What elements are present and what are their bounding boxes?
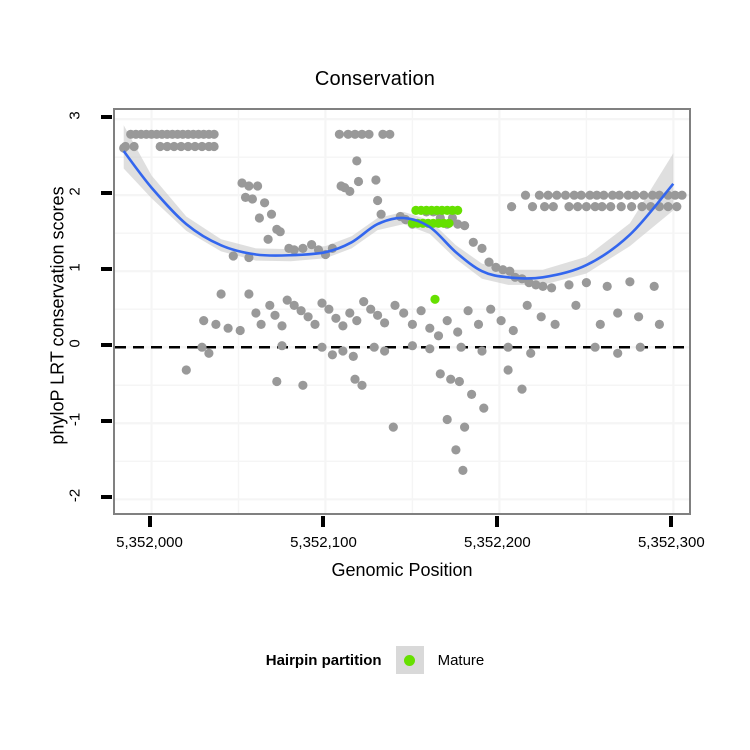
loess-line: [122, 150, 675, 280]
y-tick: [101, 267, 112, 272]
x-tick: [147, 516, 152, 527]
y-tick: [101, 419, 112, 424]
y-tick-label: 0: [66, 339, 84, 348]
y-tick-label: -2: [66, 489, 84, 503]
points-grey: [119, 129, 687, 475]
chart-title: Conservation: [314, 68, 436, 90]
x-tick: [321, 516, 326, 527]
points-green: [407, 205, 463, 304]
x-tick-label: 5,352,100: [290, 534, 357, 551]
legend: Hairpin partition Mature: [0, 640, 750, 680]
y-tick: [101, 495, 112, 500]
y-axis-title: phyloP LRT conservation scores: [47, 186, 68, 445]
legend-label-mature: Mature: [437, 651, 485, 669]
y-tick: [101, 343, 112, 348]
y-tick-label: 3: [66, 111, 84, 120]
x-tick: [495, 516, 500, 527]
y-tick: [101, 191, 112, 196]
x-tick: [669, 516, 674, 527]
x-tick-label: 5,352,300: [637, 534, 705, 551]
scatter-plot-canvas: [115, 110, 689, 513]
legend-dot-icon: [404, 654, 416, 666]
x-axis-title: Genomic Position: [331, 560, 473, 580]
plot-panel: [113, 108, 691, 515]
y-tick-label: 2: [66, 187, 84, 196]
legend-key-mature[interactable]: [395, 646, 424, 674]
y-tick: [101, 115, 112, 120]
y-tick-label: 1: [66, 263, 84, 272]
x-tick-label: 5,352,200: [464, 534, 531, 551]
x-tick-label: 5,352,000: [116, 534, 183, 551]
legend-title: Hairpin partition: [265, 651, 382, 669]
y-tick-label: -1: [66, 413, 84, 427]
